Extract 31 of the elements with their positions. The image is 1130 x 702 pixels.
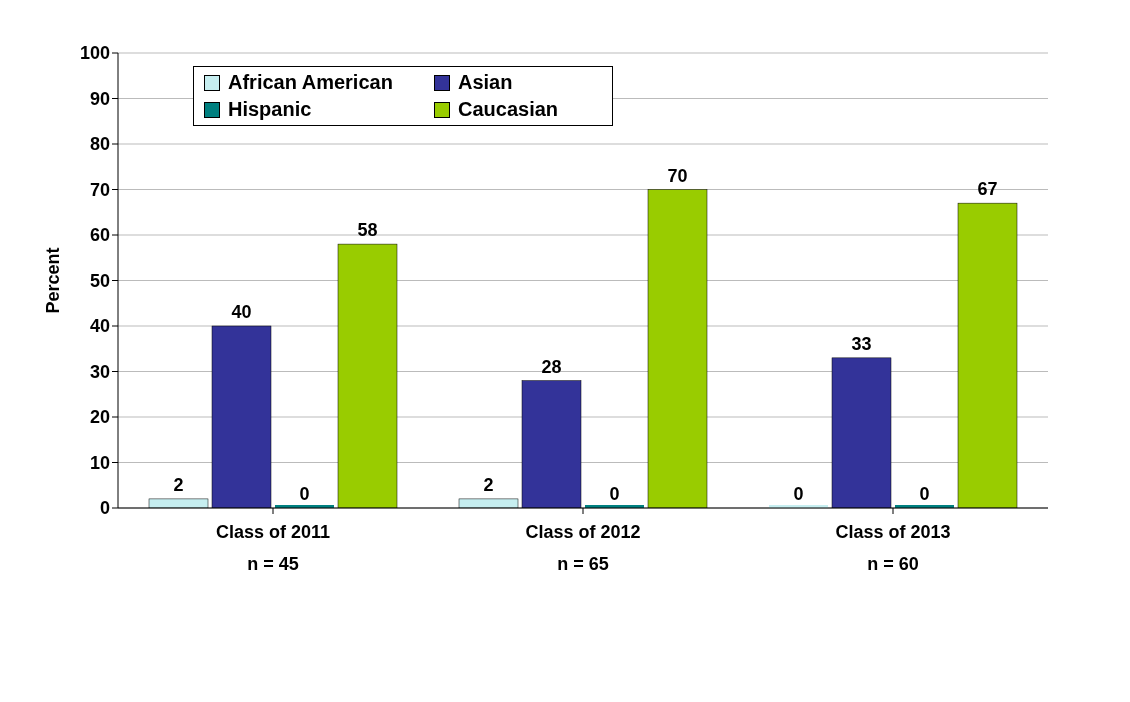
data-label: 0 <box>609 484 620 504</box>
data-label: 28 <box>541 356 562 377</box>
y-tick-label: 100 <box>79 43 110 64</box>
y-axis-title: Percent <box>43 247 64 314</box>
data-label: 33 <box>851 333 872 354</box>
legend-label: Hispanic <box>228 98 312 121</box>
data-label: 0 <box>793 484 804 504</box>
data-label: 58 <box>357 220 378 241</box>
x-tick-label: Class of 2012 n = 65 <box>525 522 641 574</box>
x-tick-label: Class of 2013 n = 60 <box>835 522 951 574</box>
y-tick-label: 70 <box>89 179 110 200</box>
y-tick-label: 90 <box>89 88 110 109</box>
y-tick-label: 0 <box>99 498 110 519</box>
data-label: 2 <box>173 474 184 495</box>
data-label: 67 <box>977 179 998 200</box>
y-tick-label: 50 <box>89 270 110 291</box>
legend-label: Caucasian <box>458 98 559 121</box>
x-tick-label: Class of 2011 n = 45 <box>215 522 331 574</box>
data-label: 0 <box>919 484 930 504</box>
legend-label: Asian <box>458 71 513 94</box>
data-label: 0 <box>299 484 310 504</box>
y-tick-label: 10 <box>89 452 110 473</box>
data-label: 70 <box>667 165 688 186</box>
legend-label: African American <box>228 71 393 94</box>
y-tick-label: 60 <box>89 225 110 246</box>
y-tick-label: 40 <box>89 316 110 337</box>
y-tick-label: 80 <box>89 134 110 155</box>
data-label: 40 <box>231 302 252 322</box>
data-label: 2 <box>483 474 494 495</box>
y-tick-label: 30 <box>89 361 110 382</box>
y-tick-label: 20 <box>89 407 110 428</box>
